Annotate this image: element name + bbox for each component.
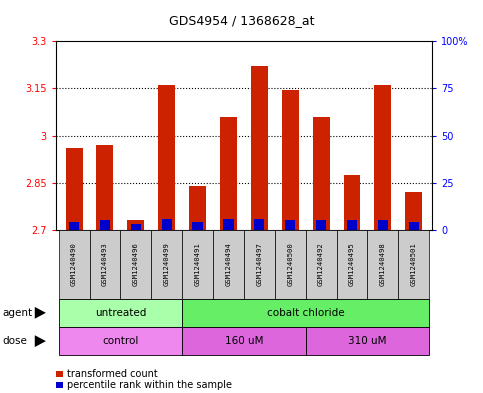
- Bar: [189, 186, 206, 230]
- Bar: [193, 222, 203, 230]
- Bar: [131, 224, 141, 230]
- Bar: [220, 117, 237, 230]
- Text: GSM1240501: GSM1240501: [411, 242, 417, 286]
- Bar: [313, 117, 329, 230]
- Text: GSM1240490: GSM1240490: [71, 242, 77, 286]
- Bar: [223, 219, 234, 230]
- Bar: [306, 230, 337, 299]
- Bar: [58, 230, 89, 299]
- Text: GSM1240493: GSM1240493: [102, 242, 108, 286]
- Bar: [120, 230, 151, 299]
- Bar: [254, 219, 265, 230]
- Bar: [213, 230, 244, 299]
- Text: GSM1240491: GSM1240491: [195, 242, 200, 286]
- Text: control: control: [102, 336, 139, 346]
- Bar: [378, 220, 388, 230]
- Bar: [182, 299, 429, 327]
- Text: dose: dose: [2, 336, 28, 346]
- Text: GSM1240497: GSM1240497: [256, 242, 262, 286]
- Bar: [275, 230, 306, 299]
- Text: cobalt chloride: cobalt chloride: [267, 308, 344, 318]
- Bar: [182, 230, 213, 299]
- Text: GSM1240494: GSM1240494: [226, 242, 231, 286]
- Text: agent: agent: [2, 308, 32, 318]
- Bar: [244, 230, 275, 299]
- Text: GSM1240500: GSM1240500: [287, 242, 293, 286]
- Bar: [158, 85, 175, 230]
- Bar: [151, 230, 182, 299]
- Bar: [405, 192, 422, 230]
- Bar: [69, 222, 79, 230]
- Bar: [409, 222, 419, 230]
- Bar: [97, 145, 114, 230]
- Bar: [58, 327, 182, 355]
- Text: percentile rank within the sample: percentile rank within the sample: [67, 380, 232, 390]
- Bar: [368, 230, 398, 299]
- Text: untreated: untreated: [95, 308, 146, 318]
- Bar: [251, 66, 268, 230]
- Bar: [182, 327, 306, 355]
- Text: GSM1240495: GSM1240495: [349, 242, 355, 286]
- Bar: [316, 220, 326, 230]
- Bar: [306, 327, 429, 355]
- Bar: [58, 299, 182, 327]
- Bar: [343, 175, 360, 230]
- Text: GSM1240492: GSM1240492: [318, 242, 324, 286]
- Bar: [337, 230, 368, 299]
- Bar: [89, 230, 120, 299]
- Bar: [398, 230, 429, 299]
- Bar: [100, 220, 110, 230]
- Bar: [347, 220, 357, 230]
- Bar: [282, 90, 298, 230]
- Text: 310 uM: 310 uM: [348, 336, 387, 346]
- Text: GSM1240496: GSM1240496: [133, 242, 139, 286]
- Text: GSM1240498: GSM1240498: [380, 242, 386, 286]
- Bar: [285, 220, 295, 230]
- Bar: [162, 219, 172, 230]
- Bar: [374, 85, 391, 230]
- Text: 160 uM: 160 uM: [225, 336, 263, 346]
- Bar: [66, 148, 83, 230]
- Text: GSM1240499: GSM1240499: [164, 242, 170, 286]
- Bar: [128, 220, 144, 230]
- Text: GDS4954 / 1368628_at: GDS4954 / 1368628_at: [169, 14, 314, 27]
- Text: transformed count: transformed count: [67, 369, 158, 379]
